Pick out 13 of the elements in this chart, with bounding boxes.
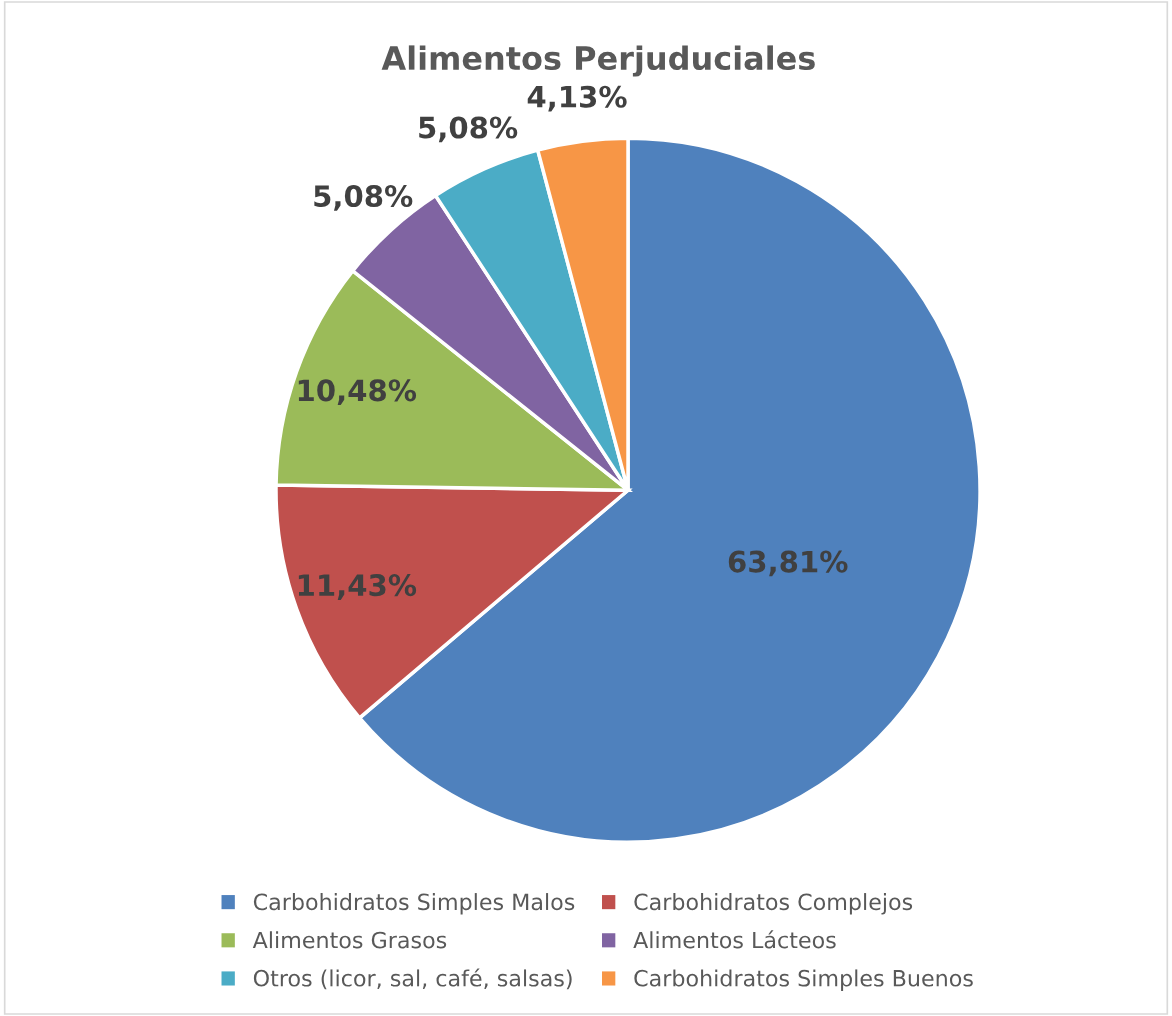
data-label: 10,48% <box>298 379 417 406</box>
chart-title: Alimentos Perjuduciales <box>381 45 815 77</box>
legend-label: Otros (licor, sal, café, salsas) <box>253 968 572 990</box>
data-label: 4,13% <box>527 85 627 112</box>
data-label: 5,08% <box>419 116 518 143</box>
data-label: 11,43% <box>298 574 417 600</box>
legend-label: Carbohidratos Simples Malos <box>253 893 575 915</box>
legend-label: Alimentos Lácteos <box>633 930 836 949</box>
legend-label: Carbohidratos Simples Buenos <box>634 969 973 991</box>
legend-label: Alimentos Grasos <box>252 931 447 949</box>
data-label: 5,08% <box>314 185 413 211</box>
legend-label: Carbohidratos Complejos <box>634 893 913 915</box>
data-label: 63,81% <box>728 550 848 577</box>
